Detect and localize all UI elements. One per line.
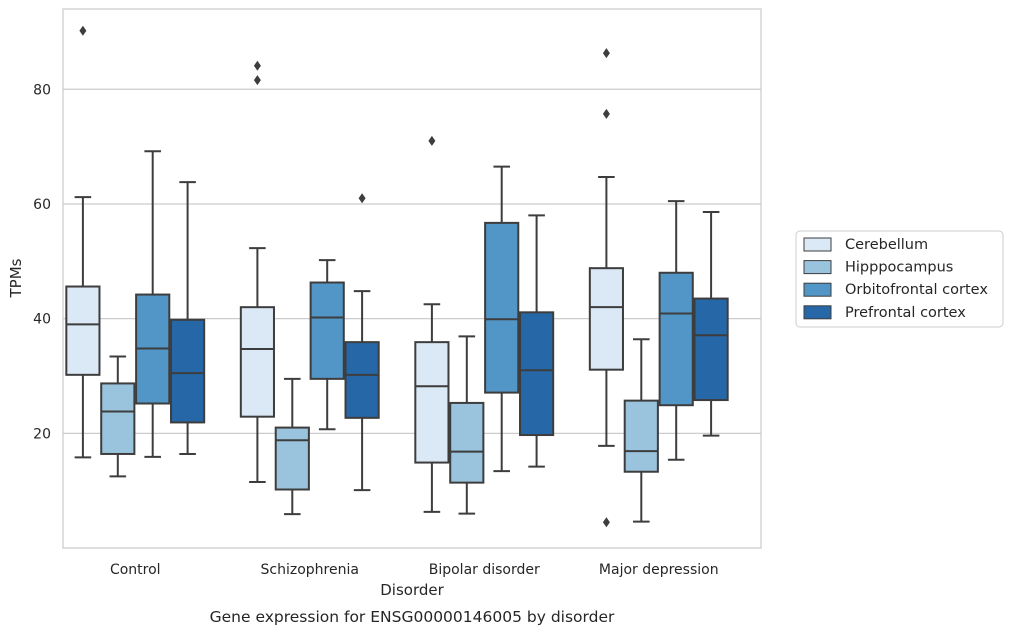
legend-label: Prefrontal cortex <box>845 305 966 321</box>
y-tick-label: 40 <box>33 312 51 328</box>
box-cerebellum-schizophrenia <box>239 60 275 484</box>
box-iqr <box>693 297 729 402</box>
box-prefrontal-cortex-schizophrenia <box>344 193 380 492</box>
chart-caption: Gene expression for ENSG00000146005 by d… <box>210 608 615 626</box>
legend-label: Cerebellum <box>845 237 928 253</box>
legend-swatch <box>803 260 832 275</box>
box-prefrontal-cortex-major-depression <box>693 210 729 437</box>
box-cerebellum-bipolar-disorder <box>414 135 450 513</box>
y-tick-labels: 20 40 60 80 <box>33 82 51 442</box>
outlier-point <box>253 60 261 71</box>
box-hipppocampus-control <box>100 355 136 478</box>
box-iqr <box>239 306 275 418</box>
box-iqr <box>414 341 450 464</box>
outlier-point <box>602 108 610 119</box>
legend: Cerebellum Hipppocampus Orbitofrontal cort… <box>795 230 1004 328</box>
box-iqr <box>309 281 345 380</box>
outlier-point <box>358 193 366 204</box>
legend-frame <box>795 230 1004 328</box>
box-hipppocampus-schizophrenia <box>274 377 310 516</box>
box-iqr <box>658 271 694 407</box>
box-prefrontal-cortex-bipolar-disorder <box>519 214 555 468</box>
outlier-point <box>79 25 87 36</box>
outlier-point <box>428 135 436 146</box>
box-orbitofrontal-cortex-schizophrenia <box>309 259 345 431</box>
legend-swatch <box>803 305 832 320</box>
box-iqr <box>484 221 520 394</box>
outlier-point <box>602 48 610 59</box>
box-hipppocampus-bipolar-disorder <box>449 335 485 515</box>
box-cerebellum-control <box>65 25 101 459</box>
legend-swatch <box>803 282 832 297</box>
box-iqr <box>100 382 136 455</box>
x-tick-label: Schizophrenia <box>261 562 359 578</box>
x-tick-label: Major depression <box>599 562 719 578</box>
x-axis-label: Disorder <box>380 581 444 599</box>
box-iqr <box>519 311 555 437</box>
box-orbitofrontal-cortex-bipolar-disorder <box>484 165 520 473</box>
legend-label: Orbitofrontal cortex <box>845 282 988 298</box>
box-iqr <box>170 318 206 424</box>
box-groups <box>65 25 729 528</box>
box-orbitofrontal-cortex-major-depression <box>658 200 694 461</box>
box-iqr <box>344 341 380 419</box>
y-tick-label: 20 <box>33 426 51 442</box>
box-cerebellum-major-depression <box>588 48 624 528</box>
x-tick-labels: Control Schizophrenia Bipolar disorder Majo… <box>110 562 719 578</box>
box-iqr <box>588 267 624 371</box>
legend-label: Hipppocampus <box>845 260 953 276</box>
plot-frame <box>62 8 762 549</box>
box-prefrontal-cortex-control <box>170 181 206 455</box>
y-tick-label: 80 <box>33 82 51 98</box>
x-tick-label: Bipolar disorder <box>429 562 540 578</box>
box-iqr <box>623 399 659 473</box>
y-axis-label: TPMs <box>7 258 25 298</box>
box-orbitofrontal-cortex-control <box>135 150 171 458</box>
outlier-point <box>253 75 261 86</box>
outlier-point <box>602 517 610 528</box>
x-tick-label: Control <box>110 562 161 578</box>
box-iqr <box>449 401 485 484</box>
box-iqr <box>65 285 101 376</box>
y-tick-label: 60 <box>33 197 51 213</box>
legend-swatch <box>803 237 832 252</box>
box-hipppocampus-major-depression <box>623 338 659 523</box>
box-iqr <box>274 426 310 491</box>
